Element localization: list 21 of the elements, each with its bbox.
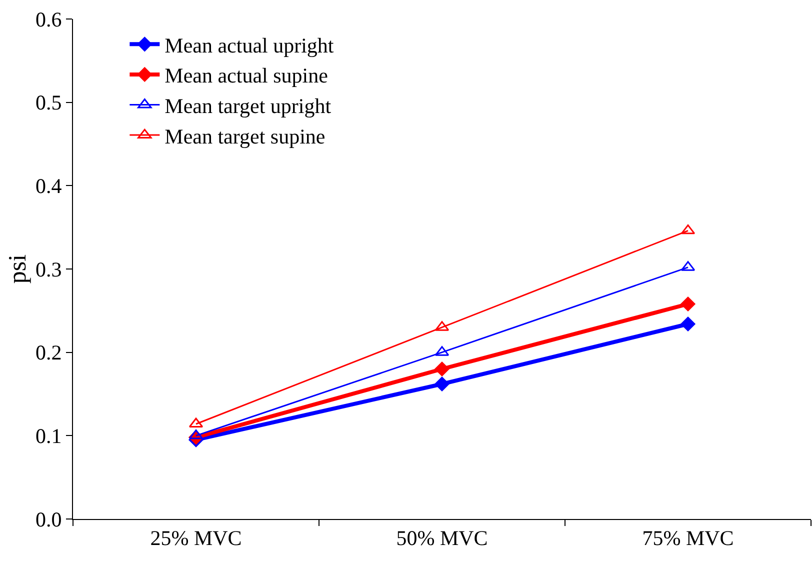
y-tick-label: 0.2	[36, 340, 62, 365]
point	[680, 224, 696, 234]
legend-label: Mean target supine	[164, 124, 326, 148]
y-tick-label: 0.3	[36, 257, 62, 282]
point	[434, 376, 450, 392]
y-axis-title: psi	[4, 254, 32, 284]
legend-label: Mean actual supine	[164, 64, 328, 88]
x-tick-label: 25% MVC	[150, 526, 242, 550]
point	[680, 296, 696, 312]
y-tick-label: 0.4	[36, 174, 62, 198]
y-tick-label: 0.6	[36, 7, 62, 32]
legend-label: Mean actual upright	[164, 33, 334, 58]
point	[434, 362, 450, 376]
legend-label: Mean target upright	[164, 94, 332, 118]
y-tick-label: 0.0	[36, 507, 62, 532]
y-tick-label: 0.1	[36, 424, 62, 448]
x-tick-label: 75% MVC	[642, 526, 734, 550]
point	[680, 316, 696, 332]
x-tick-label: 50% MVC	[396, 526, 488, 550]
y-tick-label: 0.5	[36, 90, 62, 115]
point	[188, 429, 204, 440]
